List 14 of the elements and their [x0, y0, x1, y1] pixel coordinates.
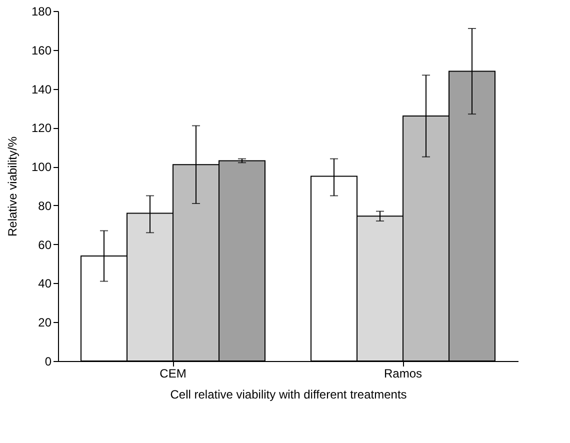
x-axis-title: Cell relative viability with different treatments — [170, 388, 407, 402]
y-tick-label: 140 — [31, 82, 52, 96]
y-tick-label: 40 — [38, 276, 52, 291]
y-tick-label: 20 — [38, 316, 52, 330]
y-axis-title: Relative viability/% — [5, 136, 20, 237]
y-tick-label: 100 — [31, 160, 52, 174]
y-tick-label: 60 — [38, 238, 52, 252]
x-tick-label: Ramos — [384, 366, 422, 380]
y-tick-label: 80 — [38, 198, 52, 213]
x-tick-label: CEM — [160, 366, 186, 380]
y-tick-label: 120 — [31, 121, 52, 136]
y-tick-label: 180 — [31, 4, 52, 18]
y-tick-label: 160 — [31, 43, 52, 58]
y-tick-label: 0 — [44, 354, 52, 368]
